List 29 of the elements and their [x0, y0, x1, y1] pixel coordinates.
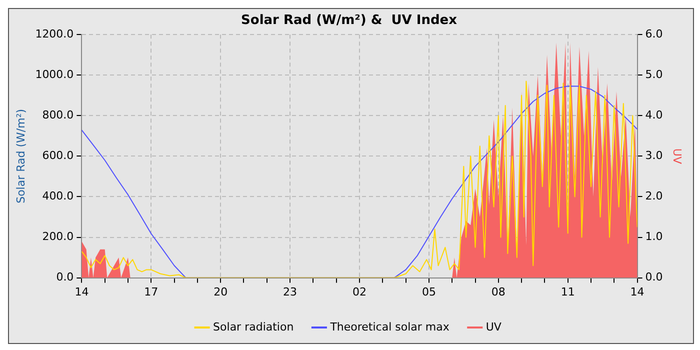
y-tick-label: 1200.0: [35, 27, 74, 40]
y2-tick-label: 0.0: [645, 270, 663, 284]
y-axis-title: Solar Rad (W/m²): [14, 108, 28, 204]
y-tick-label: 0.0: [56, 270, 74, 284]
y-tick-label: 200.0: [42, 230, 74, 244]
x-tick-label: 14: [630, 285, 644, 298]
legend-label: Theoretical solar max: [329, 320, 450, 334]
y-tick-label: 1000.0: [35, 68, 74, 81]
y2-axis-title: UV: [670, 148, 684, 164]
x-tick-label: 20: [214, 285, 228, 298]
y2-tick-label: 3.0: [645, 149, 663, 162]
legend-label: Solar radiation: [213, 320, 294, 334]
x-tick-label: 14: [74, 285, 89, 298]
x-tick-label: 11: [560, 285, 575, 298]
y2-tick-label: 2.0: [645, 190, 663, 203]
y-tick-label: 400.0: [42, 190, 74, 203]
y2-tick-label: 4.0: [645, 108, 663, 122]
y-tick-label: 800.0: [42, 108, 74, 122]
y2-tick-label: 5.0: [645, 68, 663, 81]
x-tick-label: 17: [144, 285, 158, 298]
x-tick-label: 08: [491, 285, 506, 298]
y2-tick-label: 1.0: [645, 230, 663, 244]
chart-title: Solar Rad (W/m²) & UV Index: [241, 13, 458, 28]
y2-tick-label: 6.0: [645, 27, 663, 40]
legend-label: UV: [486, 320, 502, 334]
y-tick-label: 600.0: [42, 149, 74, 162]
x-tick-label: 23: [283, 285, 298, 298]
x-tick-label: 05: [422, 285, 436, 298]
x-tick-label: 02: [352, 285, 366, 298]
